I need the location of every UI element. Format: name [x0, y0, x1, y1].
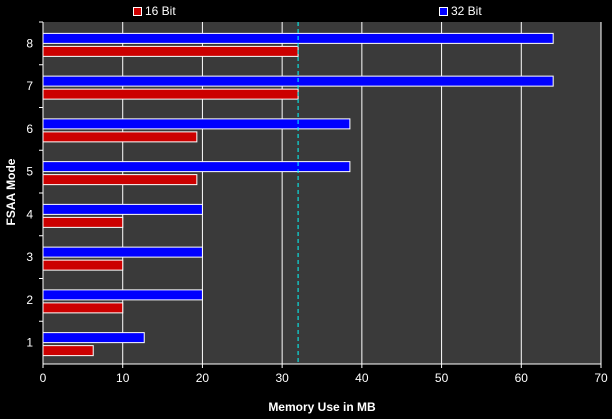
y-tick-label: 2	[26, 293, 33, 307]
y-tick-label: 4	[26, 207, 33, 221]
bar-16bit	[42, 216, 124, 228]
legend-swatch-32bit	[439, 6, 448, 16]
legend-item-16bit: 16 Bit	[133, 4, 176, 18]
legend-swatch-16bit	[133, 6, 142, 16]
bar-32bit	[42, 289, 203, 301]
x-tick-label: 60	[515, 371, 529, 385]
x-tick-label: 40	[355, 371, 369, 385]
y-tick-label: 6	[26, 122, 33, 136]
x-tick-label: 50	[435, 371, 449, 385]
bar-16bit	[42, 88, 299, 100]
y-axis-label: FSAA Mode	[4, 158, 18, 225]
bar-32bit	[42, 118, 351, 130]
x-tick-label: 20	[196, 371, 210, 385]
bar-32bit	[42, 246, 203, 258]
y-tick-label: 1	[26, 336, 33, 350]
x-tick-label: 10	[116, 371, 130, 385]
bar-16bit	[42, 302, 124, 314]
y-tick-label: 7	[26, 79, 33, 93]
bar-16bit	[42, 259, 124, 271]
bar-16bit	[42, 45, 299, 57]
bar-16bit	[42, 345, 94, 357]
legend-label-32bit: 32 Bit	[451, 4, 482, 18]
bar-32bit	[42, 203, 203, 215]
legend-label-16bit: 16 Bit	[145, 4, 176, 18]
x-axis-label: Memory Use in MB	[268, 400, 376, 414]
y-tick-label: 8	[26, 36, 33, 50]
axes: 0 10 20 30 40 50 60 70 1 2 3 4 5 6 7 8	[26, 21, 608, 385]
plot-area	[43, 22, 601, 364]
bar-16bit	[42, 131, 198, 143]
x-tick-label: 0	[40, 371, 47, 385]
bar-32bit	[42, 161, 351, 173]
y-tick-label: 3	[26, 250, 33, 264]
legend-item-32bit: 32 Bit	[439, 4, 482, 18]
x-tick-label: 30	[275, 371, 289, 385]
bar-32bit	[42, 332, 145, 344]
y-tick-label: 5	[26, 165, 33, 179]
x-tick-label: 70	[594, 371, 608, 385]
bar-16bit	[42, 174, 198, 186]
